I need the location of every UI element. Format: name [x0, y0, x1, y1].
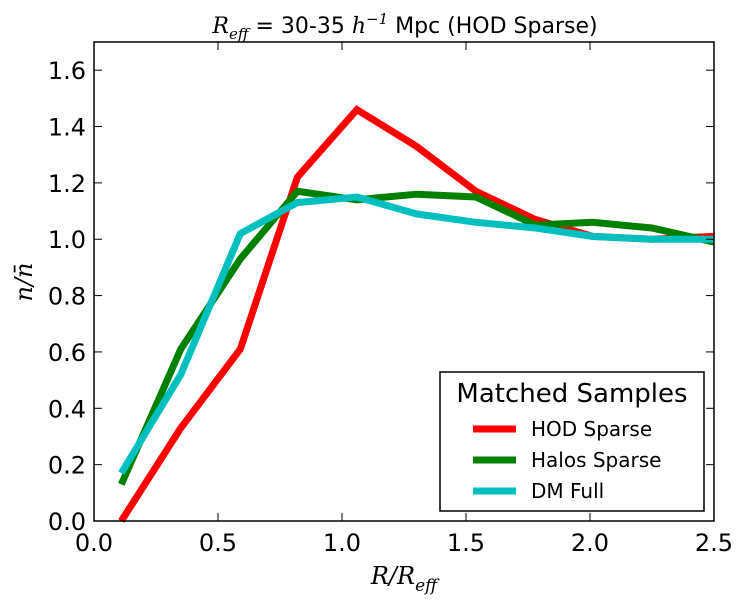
title-symbol-sub: eff — [229, 25, 251, 43]
series-line-dm-full — [118, 193, 714, 475]
title-symbol: R — [211, 14, 229, 39]
x-axis-label: R/Reff — [370, 562, 440, 596]
y-tick-label: 0.2 — [48, 452, 86, 480]
legend-label-dm-full: DM Full — [531, 479, 604, 503]
x-tick-label: 1.0 — [323, 529, 361, 557]
y-tick-label: 0.0 — [48, 508, 86, 536]
plot-frame — [93, 41, 715, 522]
y-tick-label: 0.6 — [48, 339, 86, 367]
y-axis-label: n/n̄ — [10, 263, 38, 302]
y-tick-label: 1.2 — [48, 170, 86, 198]
x-tick-label: 1.5 — [447, 529, 485, 557]
y-tick-label: 0.4 — [48, 395, 86, 423]
tick-layer: 0.0 0.5 1.0 1.5 2.0 2.5 0.0 0.2 0.4 0.6 0.8 1.0 1.2 1… — [48, 42, 733, 557]
y-tick-label: 1.0 — [48, 226, 86, 254]
chart-title: Reff = 30-35 h−1 Mpc (HOD Sparse) — [211, 10, 597, 43]
y-tick-label: 1.4 — [48, 114, 86, 142]
y-tick-label: 1.6 — [48, 57, 86, 85]
x-tick-label: 0.5 — [199, 529, 237, 557]
x-axis-label-sub: eff — [415, 576, 440, 596]
legend-entries: HOD Sparse Halos Sparse DM Full — [473, 417, 661, 503]
legend-label-hod-sparse: HOD Sparse — [531, 417, 652, 441]
title-unit-sup: −1 — [366, 10, 388, 28]
x-tick-label: 2.0 — [571, 529, 609, 557]
x-tick-label: 2.5 — [695, 529, 733, 557]
legend-label-halos-sparse: Halos Sparse — [531, 448, 661, 472]
y-tick-label: 0.8 — [48, 283, 86, 311]
x-axis-label-main: R/R — [370, 562, 415, 590]
legend-title: Matched Samples — [456, 379, 687, 409]
series-layer — [118, 105, 714, 523]
title-range: = 30-35 — [249, 14, 352, 39]
legend: Matched Samples HOD Sparse Halos Sparse DM… — [439, 371, 705, 512]
title-rest: Mpc (HOD Sparse) — [388, 14, 597, 39]
title-unit-symbol: h — [352, 14, 366, 39]
x-tick-label: 0.0 — [75, 529, 113, 557]
